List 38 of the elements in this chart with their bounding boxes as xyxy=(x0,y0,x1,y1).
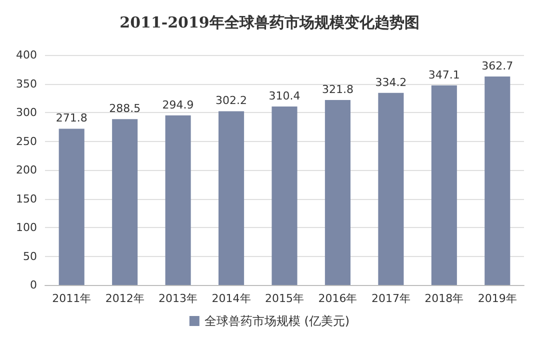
bar xyxy=(165,115,191,285)
bar xyxy=(431,85,457,285)
legend-label: 全球兽药市场规模 (亿美元) xyxy=(204,314,350,328)
y-tick-label: 200 xyxy=(16,164,37,176)
y-tick-label: 150 xyxy=(16,192,37,206)
x-tick-label: 2016年 xyxy=(318,292,358,305)
data-label: 294.9 xyxy=(162,98,194,112)
x-tick-label: 2012年 xyxy=(105,292,144,305)
bar xyxy=(58,128,84,285)
bar xyxy=(272,106,298,285)
chart-title: 2011-2019年全球兽药市场规模变化趋势图 xyxy=(120,14,420,32)
bar xyxy=(112,119,138,285)
data-label: 302.2 xyxy=(216,94,248,108)
data-label: 271.8 xyxy=(56,112,88,125)
x-tick-label: 2018年 xyxy=(424,292,464,305)
y-tick-label: 100 xyxy=(16,221,37,234)
y-tick-label: 50 xyxy=(23,250,37,263)
bar xyxy=(378,92,404,285)
y-tick-label: 250 xyxy=(16,134,37,148)
y-tick-label: 400 xyxy=(16,48,37,62)
data-label: 334.2 xyxy=(375,76,407,89)
x-tick-label: 2014年 xyxy=(212,292,251,305)
data-label: 288.5 xyxy=(109,102,141,116)
x-tick-label: 2011年 xyxy=(52,292,92,305)
data-label: 347.1 xyxy=(428,68,460,82)
data-label: 310.4 xyxy=(268,90,300,103)
bar xyxy=(484,76,510,285)
y-tick-label: 300 xyxy=(16,106,37,119)
bar xyxy=(324,100,350,285)
data-label: 362.7 xyxy=(482,59,514,72)
x-tick-label: 2017年 xyxy=(371,292,410,305)
y-tick-label: 350 xyxy=(16,77,37,90)
y-tick-label: 0 xyxy=(30,278,37,292)
x-tick-label: 2015年 xyxy=(265,292,304,305)
data-label: 321.8 xyxy=(322,82,354,96)
x-tick-label: 2013年 xyxy=(158,292,198,305)
x-tick-label: 2019年 xyxy=(478,292,517,305)
bar xyxy=(218,111,244,285)
